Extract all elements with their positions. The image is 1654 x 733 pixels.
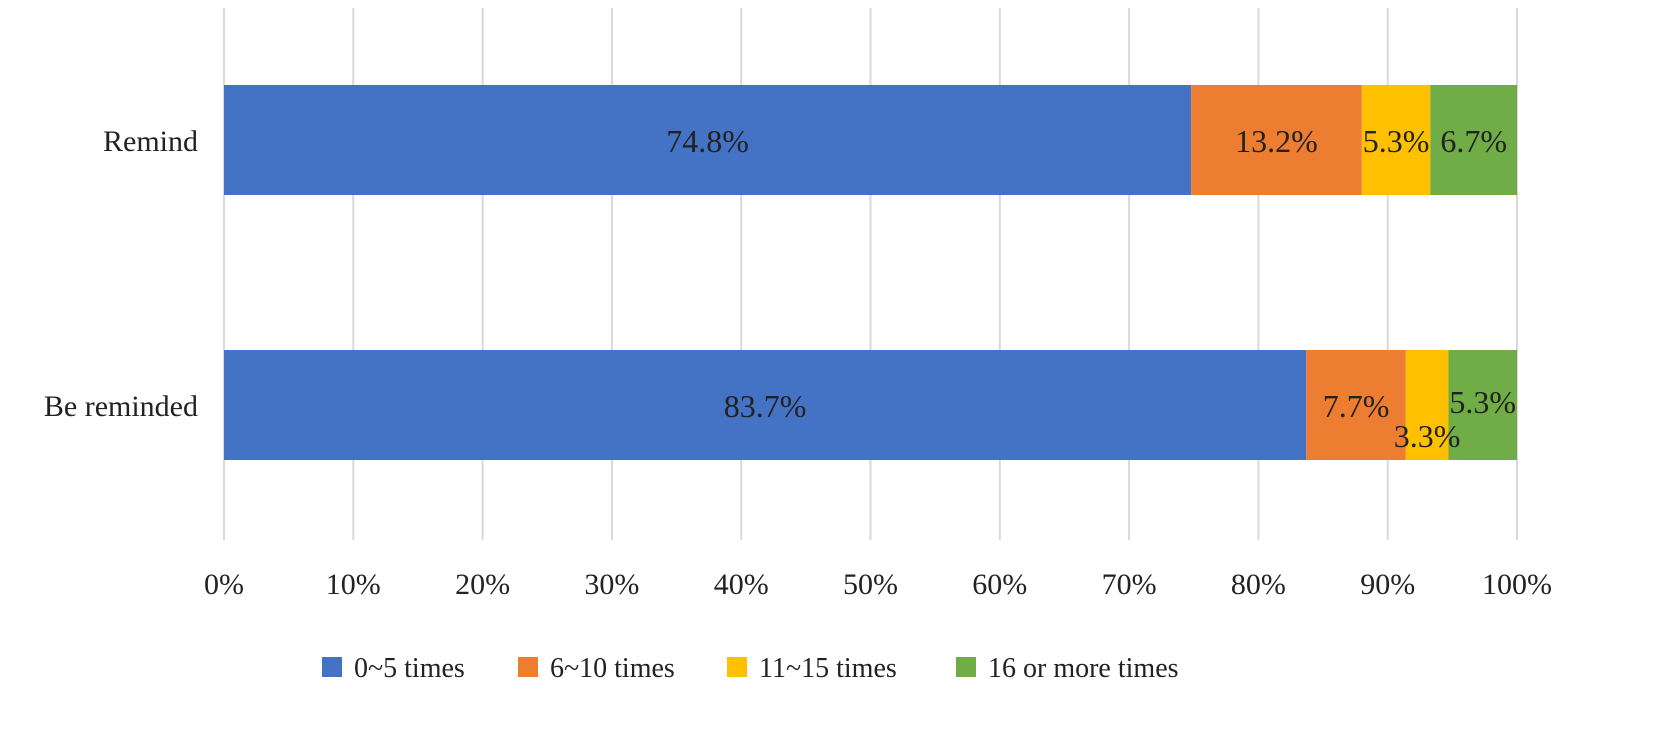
category-labels: Remind Be reminded <box>44 125 198 423</box>
x-tick-label: 30% <box>584 568 639 601</box>
data-label: 5.3% <box>1449 384 1516 420</box>
category-label: Remind <box>103 125 198 158</box>
data-label: 83.7% <box>724 388 807 424</box>
legend-swatch <box>727 657 747 677</box>
x-tick-label: 70% <box>1102 568 1157 601</box>
data-label: 5.3% <box>1363 123 1430 159</box>
bar-segment <box>1448 350 1517 460</box>
legend-label: 16 or more times <box>988 653 1179 684</box>
legend-swatch <box>322 657 342 677</box>
x-tick-label: 60% <box>972 568 1027 601</box>
data-label: 6.7% <box>1440 123 1507 159</box>
legend-label: 0~5 times <box>354 653 465 684</box>
bar-segment <box>224 85 1192 195</box>
bar-segment <box>1361 85 1431 195</box>
x-tick-label: 0% <box>204 568 244 601</box>
bar-segment <box>1306 350 1406 460</box>
legend-swatch <box>518 657 538 677</box>
bar-segment <box>224 350 1307 460</box>
legend: 0~5 times 6~10 times 11~15 times 16 or more… <box>322 653 1179 684</box>
bar-segment <box>1405 350 1449 460</box>
x-tick-label: 50% <box>843 568 898 601</box>
bar-segment <box>1191 85 1362 195</box>
data-label: 7.7% <box>1323 388 1390 424</box>
data-label: 13.2% <box>1235 123 1318 159</box>
x-tick-label: 40% <box>714 568 769 601</box>
legend-label: 6~10 times <box>550 653 675 684</box>
data-labels: 74.8% 13.2% 5.3% 6.7%83.7% 7.7%3.3%5.3% <box>666 123 1516 454</box>
x-tick-label: 90% <box>1360 568 1415 601</box>
x-tick-label: 20% <box>455 568 510 601</box>
x-tick-label: 80% <box>1231 568 1286 601</box>
legend-swatch <box>956 657 976 677</box>
legend-label: 11~15 times <box>759 653 897 684</box>
data-label: 74.8% <box>666 123 749 159</box>
x-tick-label: 100% <box>1482 568 1552 601</box>
x-tick-label: 10% <box>326 568 381 601</box>
data-label: 3.3% <box>1394 418 1461 454</box>
category-label: Be reminded <box>44 390 198 423</box>
bars <box>224 85 1517 460</box>
x-axis-ticks: 0% 10% 20% 30% 40% 50% 60% 70% 80% 90% 100% <box>204 568 1552 601</box>
bar-segment <box>1430 85 1517 195</box>
